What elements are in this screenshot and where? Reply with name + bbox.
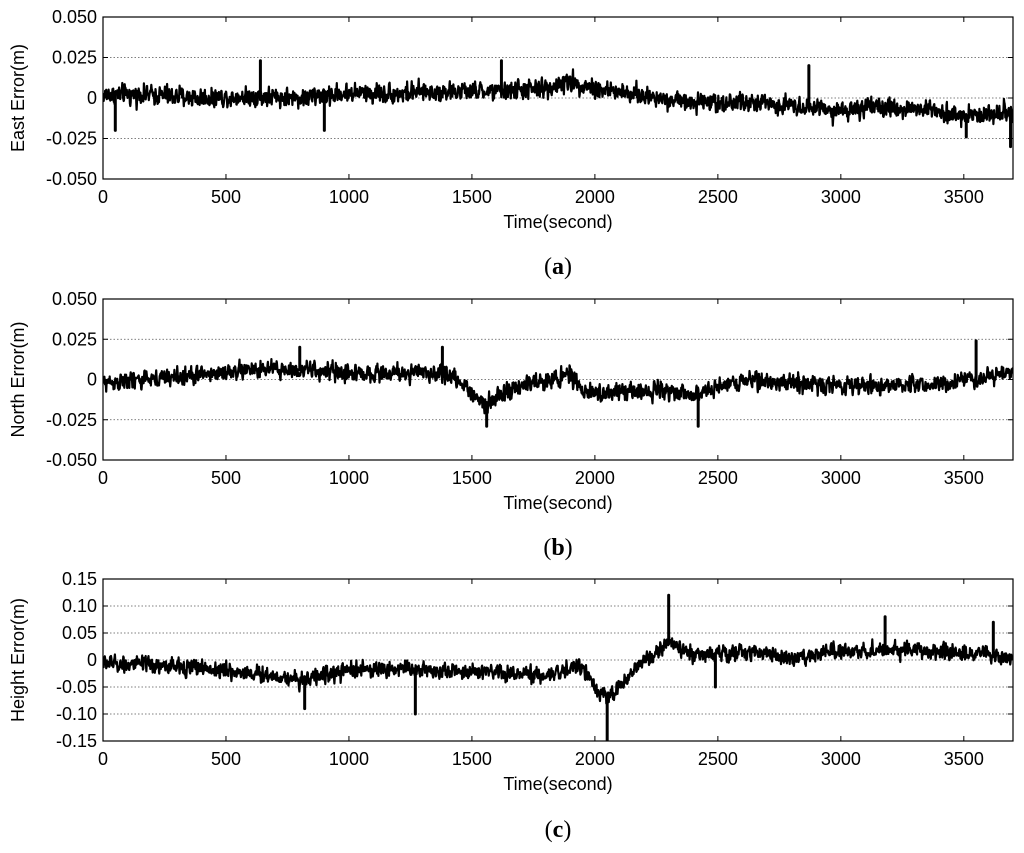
height-error-series bbox=[103, 593, 1013, 741]
panel-caption: (b) bbox=[543, 535, 572, 561]
y-tick-label: 0.10 bbox=[62, 596, 97, 616]
y-tick-label: -0.025 bbox=[46, 410, 97, 430]
y-tick-label: 0 bbox=[87, 370, 97, 390]
series-line bbox=[103, 634, 1013, 705]
y-tick-label: 0.050 bbox=[52, 289, 97, 309]
y-tick-label: -0.15 bbox=[56, 731, 97, 751]
x-tick-label: 2000 bbox=[575, 187, 615, 207]
y-tick-label: -0.050 bbox=[46, 169, 97, 189]
x-tick-label: 3500 bbox=[944, 749, 984, 769]
x-axis-label: Time(second) bbox=[503, 493, 612, 513]
x-tick-label: 1000 bbox=[329, 749, 369, 769]
y-tick-label: 0.05 bbox=[62, 623, 97, 643]
y-tick-label: 0.025 bbox=[52, 329, 97, 349]
y-tick-label: -0.05 bbox=[56, 677, 97, 697]
panel-c: 0 500 1000 1500 2000 2500 3000 3500 0.15 0.10 0.0… bbox=[8, 569, 1014, 843]
x-tick-label: 3500 bbox=[944, 187, 984, 207]
y-tick-label: 0 bbox=[87, 88, 97, 108]
x-tick-label: 2500 bbox=[698, 187, 738, 207]
y-tick-label: 0 bbox=[87, 650, 97, 670]
north-error-series bbox=[103, 339, 1013, 428]
east-error-series bbox=[103, 59, 1013, 149]
x-tick-label: 2500 bbox=[698, 468, 738, 488]
panel-caption-letter: b bbox=[551, 535, 564, 561]
y-tick-label: 0.050 bbox=[52, 7, 97, 27]
panel-caption-letter: a bbox=[552, 254, 564, 280]
x-tick-label: 2000 bbox=[575, 749, 615, 769]
x-tick-label: 0 bbox=[98, 187, 108, 207]
x-ticks: 0 500 1000 1500 2000 2500 3000 3500 bbox=[98, 579, 984, 769]
y-ticks: 0.050 0.025 0 -0.025 -0.050 bbox=[46, 289, 1013, 470]
x-tick-label: 500 bbox=[211, 187, 241, 207]
y-ticks: 0.050 0.025 0 -0.025 -0.050 bbox=[46, 7, 1013, 189]
x-tick-label: 3500 bbox=[944, 468, 984, 488]
x-tick-label: 0 bbox=[98, 468, 108, 488]
y-tick-label: -0.025 bbox=[46, 129, 97, 149]
x-tick-label: 1000 bbox=[329, 187, 369, 207]
x-tick-label: 1000 bbox=[329, 468, 369, 488]
x-tick-label: 500 bbox=[211, 468, 241, 488]
panel-b: 0 500 1000 1500 2000 2500 3000 3500 0.0500.0250… bbox=[8, 289, 1014, 561]
y-tick-label: 0.15 bbox=[62, 569, 97, 589]
x-ticks: 0 500 1000 1500 2000 2500 3000 3500 bbox=[98, 17, 984, 207]
x-axis-label: Time(second) bbox=[503, 212, 612, 232]
panel-a: 0 500 1000 1500 2000 2500 3000 3500 0.0500.0250… bbox=[8, 7, 1014, 280]
x-tick-label: 500 bbox=[211, 749, 241, 769]
x-tick-label: 3000 bbox=[821, 468, 861, 488]
x-tick-label: 0 bbox=[98, 749, 108, 769]
y-tick-label: -0.050 bbox=[46, 450, 97, 470]
panel-caption: (a) bbox=[544, 254, 572, 280]
series-line bbox=[103, 68, 1013, 129]
x-axis-label: Time(second) bbox=[503, 774, 612, 794]
x-ticks: 0 500 1000 1500 2000 2500 3000 3500 bbox=[98, 299, 984, 488]
y-axis-label: Height Error(m) bbox=[8, 598, 28, 722]
y-axis-label: East Error(m) bbox=[8, 44, 28, 152]
panel-caption-letter: c bbox=[553, 817, 564, 843]
x-tick-label: 2500 bbox=[698, 749, 738, 769]
x-tick-label: 3000 bbox=[821, 187, 861, 207]
x-tick-label: 1500 bbox=[452, 187, 492, 207]
y-axis-label: North Error(m) bbox=[8, 322, 28, 438]
grid-lines bbox=[103, 605, 1013, 715]
series-line bbox=[103, 358, 1013, 415]
y-tick-label: 0.025 bbox=[52, 48, 97, 68]
x-tick-label: 3000 bbox=[821, 749, 861, 769]
y-tick-label: -0.10 bbox=[56, 704, 97, 724]
x-tick-label: 1500 bbox=[452, 749, 492, 769]
x-tick-label: 2000 bbox=[575, 468, 615, 488]
panel-caption: (c) bbox=[545, 817, 572, 843]
y-ticks: 0.15 0.10 0.05 0 -0.05 -0.10 -0.15 bbox=[56, 569, 1013, 751]
x-tick-label: 1500 bbox=[452, 468, 492, 488]
